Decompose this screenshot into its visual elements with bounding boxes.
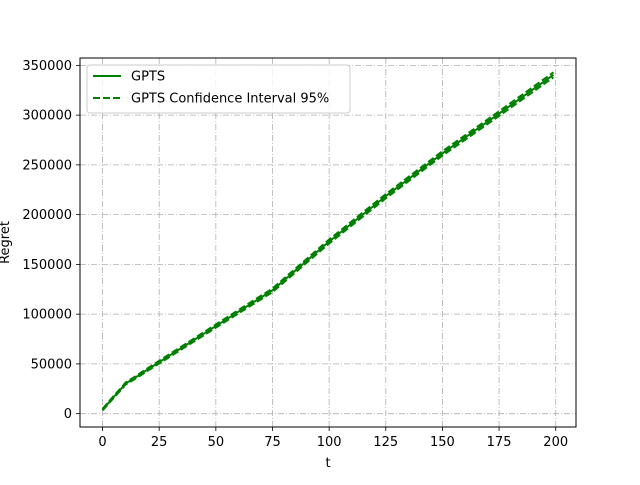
legend: GPTS GPTS Confidence Interval 95%	[86, 64, 351, 114]
y-tick-label: 200000	[22, 208, 72, 223]
x-tick-label: 150	[430, 435, 455, 450]
y-tick-label: 50000	[31, 357, 72, 372]
y-tick-label: 150000	[22, 258, 72, 273]
gpts-line	[101, 74, 555, 411]
grid-lines	[80, 58, 576, 427]
axes-frame	[79, 57, 577, 428]
legend-label-gpts: GPTS	[131, 70, 165, 85]
y-axis-label: Regret	[0, 221, 13, 264]
x-axis-ticks: 0 25 50 75 100 125 150 175 200	[98, 427, 568, 450]
confidence-interval-line-2	[101, 76, 555, 412]
x-axis-label: t	[325, 456, 330, 471]
x-tick-label: 25	[151, 435, 168, 450]
x-tick-label: 100	[317, 435, 342, 450]
confidence-interval-line-1	[101, 71, 555, 410]
x-tick-label: 75	[264, 435, 281, 450]
y-axis-ticks: 0 50000 100000 150000 200000 250000 300000 3500…	[22, 59, 80, 422]
x-tick-label: 0	[98, 435, 106, 450]
y-tick-label: 0	[64, 407, 72, 422]
x-tick-label: 200	[543, 435, 568, 450]
x-tick-label: 125	[373, 435, 398, 450]
legend-label-confidence-interval: GPTS Confidence Interval 95%	[131, 92, 329, 107]
x-tick-label: 50	[208, 435, 225, 450]
x-tick-label: 175	[487, 435, 512, 450]
y-tick-label: 250000	[22, 158, 72, 173]
y-tick-label: 100000	[22, 308, 72, 323]
plot-series	[101, 71, 555, 412]
legend-box	[86, 64, 351, 114]
y-tick-label: 300000	[22, 109, 72, 124]
y-tick-label: 350000	[22, 59, 72, 74]
